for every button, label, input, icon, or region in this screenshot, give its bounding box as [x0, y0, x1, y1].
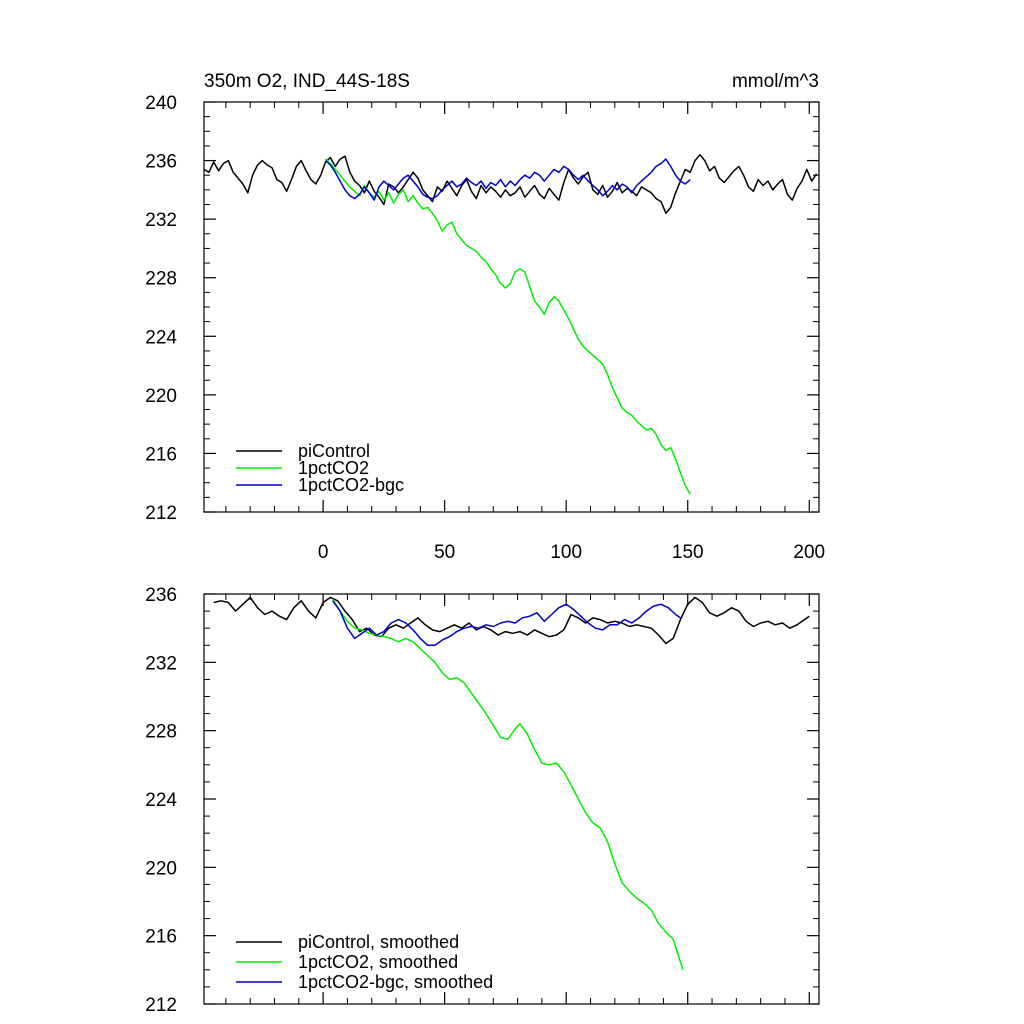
- series-line-1pctco2-bgc: [324, 158, 691, 201]
- bottom-panel: 212 216 220 224 228 232 236 piControl, smoothed…: [145, 585, 820, 1016]
- legend-label: 1pctCO2-bgc: [298, 475, 404, 495]
- legend-label: 1pctCO2-bgc, smoothed: [298, 972, 493, 992]
- series-line-1pctco2-smoothed: [332, 598, 684, 971]
- y-tick-label: 216: [145, 927, 177, 948]
- series-line-picontrol-smoothed: [213, 596, 810, 645]
- y-tick-label: 224: [145, 790, 177, 811]
- y-tick-label: 232: [145, 210, 177, 231]
- y-tick-label: 212: [145, 503, 177, 524]
- series-line-1pctco2-bgc-smoothed: [332, 600, 681, 647]
- x-tick-label: 200: [793, 542, 825, 563]
- series-line-picontrol: [203, 153, 818, 215]
- y-tick-label: 228: [145, 269, 177, 290]
- plot-frame: [203, 593, 820, 1005]
- x-tick-label: 0: [318, 542, 329, 563]
- legend-label: piControl, smoothed: [298, 932, 459, 952]
- y-tick-label: 220: [145, 858, 177, 879]
- y-tick-label: 228: [145, 722, 177, 743]
- y-tick-label: 220: [145, 386, 177, 407]
- x-tick-label: 100: [550, 542, 582, 563]
- series-line-1pctco2: [324, 158, 691, 495]
- x-tick-label: 150: [672, 542, 704, 563]
- y-tick-label: 236: [145, 152, 177, 173]
- y-tick-label: 224: [145, 327, 177, 348]
- units-label: mmol/m^3: [732, 71, 819, 92]
- top-panel: 0 50 100 150 200 212 216 220 224 228 232 236 240 piCo…: [145, 93, 825, 563]
- plot-frame: [203, 101, 820, 513]
- y-tick-label: 240: [145, 93, 177, 114]
- y-tick-label: 232: [145, 653, 177, 674]
- y-tick-label: 236: [145, 585, 177, 606]
- x-tick-label: 50: [434, 542, 455, 563]
- legend-label: piControl: [298, 441, 370, 461]
- chart-title: 350m O2, IND_44S-18S: [204, 71, 410, 92]
- legend-label: 1pctCO2, smoothed: [298, 952, 458, 972]
- y-tick-label: 212: [145, 995, 177, 1016]
- y-tick-label: 216: [145, 444, 177, 465]
- legend-label: 1pctCO2: [298, 458, 369, 478]
